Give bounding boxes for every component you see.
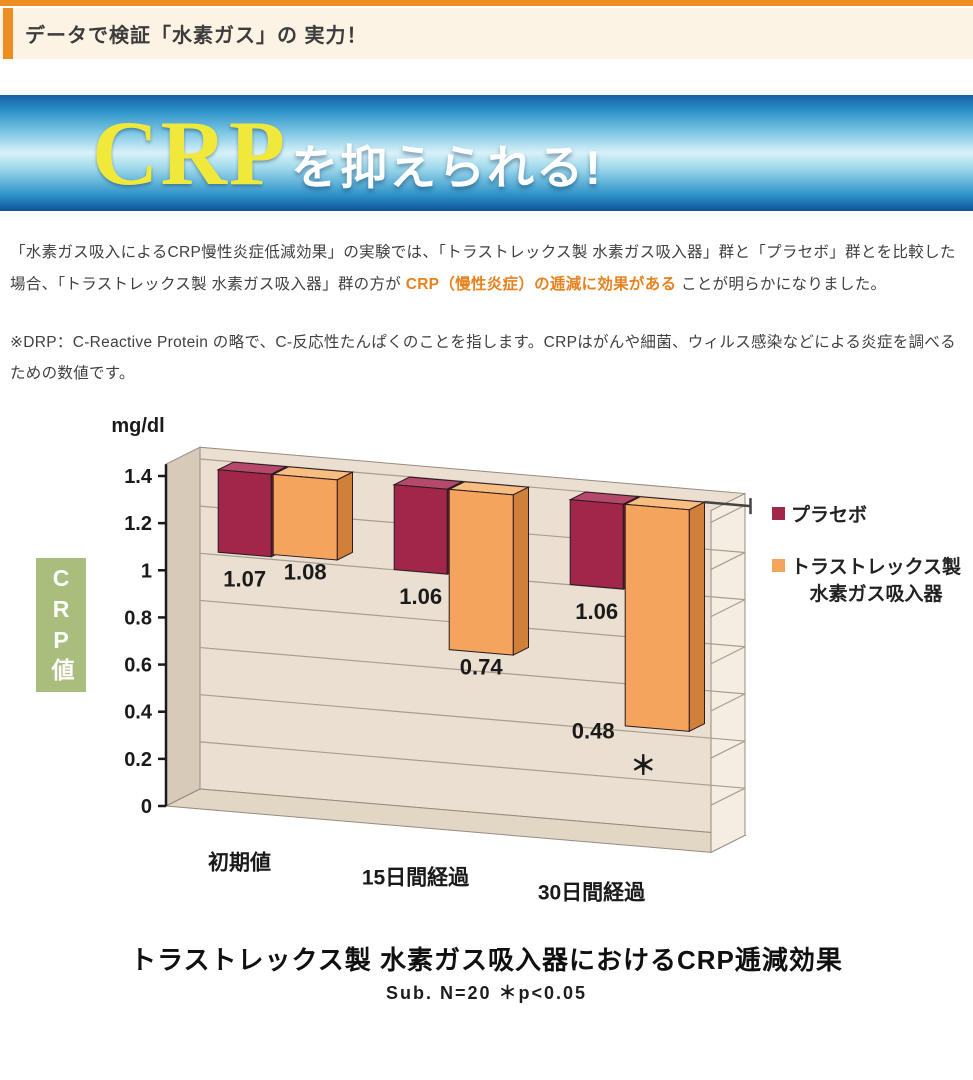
svg-text:15日間経過: 15日間経過: [362, 866, 470, 890]
legend-label-placebo: プラセボ: [791, 505, 868, 527]
svg-text:mg/dl: mg/dl: [111, 415, 164, 437]
chart-title: トラストレックス製 水素ガス吸入器におけるCRP逓減効果: [130, 945, 843, 976]
svg-text:0.8: 0.8: [124, 607, 152, 629]
legend-swatch-hydrogen-device: [772, 558, 785, 572]
section-header: データで検証「水素ガス」の 実力！: [0, 8, 973, 59]
svg-text:1.4: 1.4: [124, 466, 153, 488]
svg-text:＊: ＊: [630, 751, 656, 781]
svg-text:1.06: 1.06: [575, 599, 618, 624]
svg-text:30日間経過: 30日間経過: [538, 881, 646, 905]
intro-text-1: 「水素ガス吸入によるCRP慢性炎症低減効果」の実験では、「トラストレックス製 水…: [10, 244, 956, 293]
y-axis-label-box: CRP値: [36, 558, 86, 693]
svg-text:0.74: 0.74: [460, 654, 504, 679]
svg-text:1: 1: [141, 560, 152, 582]
svg-text:0.2: 0.2: [124, 749, 152, 771]
legend-label-hydrogen-device: トラストレックス製 水素ガス吸入器: [791, 556, 962, 606]
header-accent-bar: [3, 8, 13, 59]
banner-crp-text: CRP: [92, 102, 288, 204]
intro-paragraph: 「水素ガス吸入によるCRP慢性炎症低減効果」の実験では、「トラストレックス製 水…: [10, 237, 963, 301]
svg-text:0.48: 0.48: [572, 719, 615, 744]
banner-subtext: を抑えられる!: [291, 141, 603, 194]
intro-highlight: CRP（慢性炎症）の逓減に効果がある: [401, 275, 681, 293]
chart-legend: プラセボ トラストレックス製 水素ガス吸入器: [772, 502, 968, 633]
svg-text:初期値: 初期値: [208, 851, 271, 875]
svg-text:1.2: 1.2: [124, 513, 152, 535]
top-accent-bar: [0, 0, 973, 6]
crp-definition-note: ※DRP：C-Reactive Protein の略で、C-反応性たんぱくのこと…: [10, 333, 956, 383]
chart-subtitle: Sub. N=20 ＊p<0.05: [385, 983, 588, 1004]
legend-item-hydrogen-device: トラストレックス製 水素ガス吸入器: [772, 554, 968, 609]
page-title: データで検証「水素ガス」の 実力！: [25, 25, 368, 47]
svg-text:0.4: 0.4: [124, 702, 153, 724]
crp-banner: CRP を抑えられる!: [0, 95, 973, 211]
intro-text-2: ことが明らかになりました。: [680, 275, 887, 293]
svg-text:0.6: 0.6: [124, 655, 152, 677]
svg-text:1.08: 1.08: [284, 559, 327, 584]
svg-text:0: 0: [141, 796, 152, 818]
crp-chart: 0 0.2 0.4 0.6 0.8 1 1.2 1.4 mg/dl 1.07 1.08 初期値 1.06…: [0, 406, 973, 926]
crp-bar-chart-svg: 0 0.2 0.4 0.6 0.8 1 1.2 1.4 mg/dl 1.07 1.08 初期値 1.06…: [111, 415, 752, 905]
svg-text:1.06: 1.06: [399, 584, 442, 609]
legend-swatch-placebo: [772, 507, 785, 521]
legend-item-placebo: プラセボ: [772, 502, 968, 530]
svg-text:1.07: 1.07: [223, 567, 266, 592]
